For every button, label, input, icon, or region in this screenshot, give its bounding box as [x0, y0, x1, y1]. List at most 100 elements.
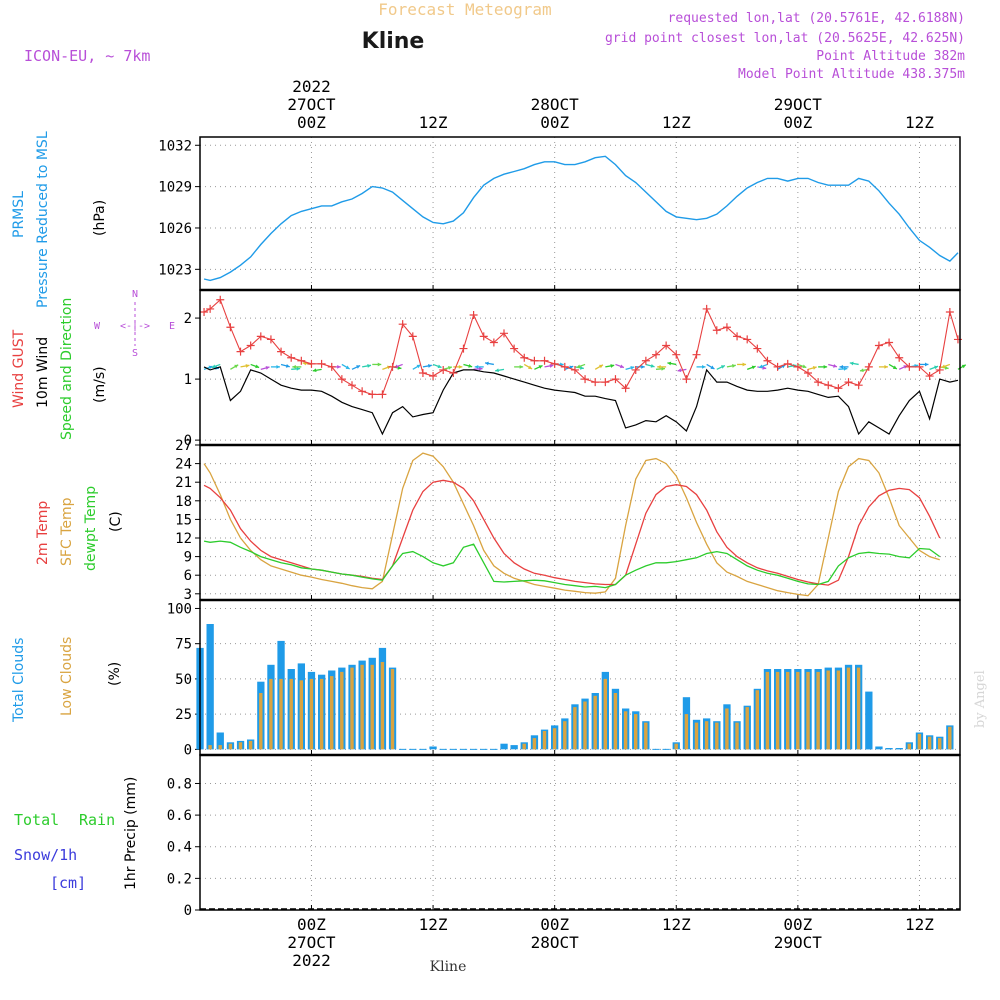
low-cloud-bar: [725, 708, 729, 750]
wind-arrow-head: [859, 368, 864, 373]
low-cloud-bar: [806, 671, 810, 750]
low-cloud-bar: [380, 662, 385, 750]
low-cloud-bar: [907, 743, 911, 750]
wind-gust-label: Wind GUST: [11, 329, 27, 408]
wind-gust-marker: [953, 335, 962, 344]
wind-arrow-head: [833, 364, 837, 368]
panel-frame: [199, 136, 961, 291]
temp-dewpt-label: dewpt Temp: [83, 486, 99, 571]
wind-arrow-head: [934, 365, 939, 370]
wind-arrow-head: [598, 364, 603, 369]
wind-gust-marker: [200, 307, 209, 316]
y-tick-label: 1026: [158, 221, 192, 237]
wind-gust-marker: [915, 362, 924, 371]
wind-gust-marker: [692, 350, 701, 359]
total-cloud-bar: [895, 748, 903, 750]
low-cloud-bar: [603, 678, 607, 750]
wind-arrow-head: [428, 364, 432, 368]
wind-labels: Wind GUST 10m Wind Speed and Direction (…: [11, 298, 108, 440]
low-cloud-bar: [269, 678, 273, 750]
panel-frame: [199, 754, 961, 911]
wind-gust-marker: [652, 350, 660, 359]
wind-gust-marker: [793, 362, 802, 371]
low-cloud-bar: [218, 745, 222, 750]
wind-gust-marker: [277, 347, 286, 356]
wind-gust-marker: [631, 365, 640, 374]
wind-arrow-head: [944, 365, 949, 370]
compass-s: S: [132, 348, 138, 359]
wind-gust-marker: [570, 365, 579, 374]
low-cloud-bar: [735, 722, 739, 750]
wind-gust-marker: [804, 368, 812, 377]
wind-arrow-head: [961, 364, 966, 369]
point-altitude: Point Altitude 382m: [816, 49, 965, 64]
wind-gust-marker: [388, 362, 397, 371]
compass-e: E: [169, 321, 175, 332]
wind-gust-marker: [408, 332, 417, 341]
footer-location: Kline: [430, 959, 467, 975]
low-cloud-bar: [238, 742, 243, 750]
wind-gust-marker: [317, 359, 326, 368]
wind-arrow-head: [667, 361, 672, 366]
wind-arrow-head: [437, 364, 442, 369]
top-time-label: 12Z: [419, 113, 448, 132]
wind-gust-marker: [327, 362, 336, 371]
wind-arrow-head: [397, 365, 402, 370]
top-time-label: 12Z: [905, 113, 934, 132]
wind-gust-marker: [500, 329, 508, 338]
wind-arrow-head: [650, 364, 655, 368]
wind-arrow-head: [751, 365, 756, 370]
top-time-label: 2022: [292, 77, 331, 96]
low-cloud-bar: [856, 667, 861, 750]
bottom-time-label: 2022: [292, 951, 331, 970]
wind-gust-marker: [844, 378, 853, 387]
wind-gust-marker: [702, 304, 711, 313]
y-tick-label: 1: [184, 372, 192, 388]
top-time-label: 29OCT: [774, 95, 823, 114]
wind-arrow-head: [528, 365, 533, 369]
bottom-time-label: 12Z: [419, 915, 448, 934]
wind-gust-marker: [814, 378, 823, 387]
low-cloud-bar: [330, 676, 334, 750]
wind-arrow-head: [519, 364, 524, 369]
wind-gust-marker: [601, 378, 610, 387]
pressure-line: [203, 155, 959, 282]
total-cloud-bar: [875, 746, 883, 750]
prmsl-label: PRMSL: [11, 191, 27, 238]
low-cloud-bar: [938, 738, 942, 750]
y-tick-label: 3: [184, 587, 192, 603]
bottom-time-label: 12Z: [662, 915, 691, 934]
wind-gust-marker: [540, 356, 549, 365]
y-tick-label: 9: [184, 550, 192, 566]
y-tick-label: 50: [175, 672, 192, 688]
low-cloud-bar: [755, 690, 759, 750]
low-cloud-bar: [259, 693, 263, 750]
bottom-time-label: 29OCT: [774, 933, 823, 952]
wind-arrow-head: [448, 366, 452, 370]
wind-gust-marker: [266, 335, 275, 344]
wind-speed-line: [203, 366, 959, 436]
wind-arrow-head: [762, 365, 767, 370]
bottom-time-label: 28OCT: [531, 933, 580, 952]
wind-10m-label: 10m Wind: [35, 337, 51, 408]
wind-arrow-head: [234, 364, 239, 369]
low-cloud-bar: [542, 731, 547, 750]
wind-gust-marker: [743, 335, 752, 344]
low-cloud-bar: [228, 743, 233, 750]
low-cloud-bar: [623, 711, 628, 750]
wind-arrow-head: [677, 368, 682, 373]
bottom-time-label: 00Z: [297, 915, 326, 934]
low-cloud-bar: [948, 726, 952, 750]
y-tick-label: 1023: [158, 262, 192, 278]
wind-gust-marker: [753, 344, 762, 353]
low-cloud-bar: [522, 743, 526, 750]
low-cloud-bar: [704, 721, 709, 750]
wind-arrow-head: [941, 364, 946, 369]
pressure-labels: PRMSL Pressure Reduced to MSL (hPa): [11, 131, 108, 308]
model-label: ICON-EU, ~ 7km: [24, 47, 150, 65]
wind-gust-marker: [287, 353, 296, 362]
y-tick-label: 75: [175, 637, 192, 653]
watermark: by Angel: [973, 670, 988, 728]
wind-arrow-head: [495, 368, 499, 373]
location-title: Kline: [362, 29, 425, 54]
